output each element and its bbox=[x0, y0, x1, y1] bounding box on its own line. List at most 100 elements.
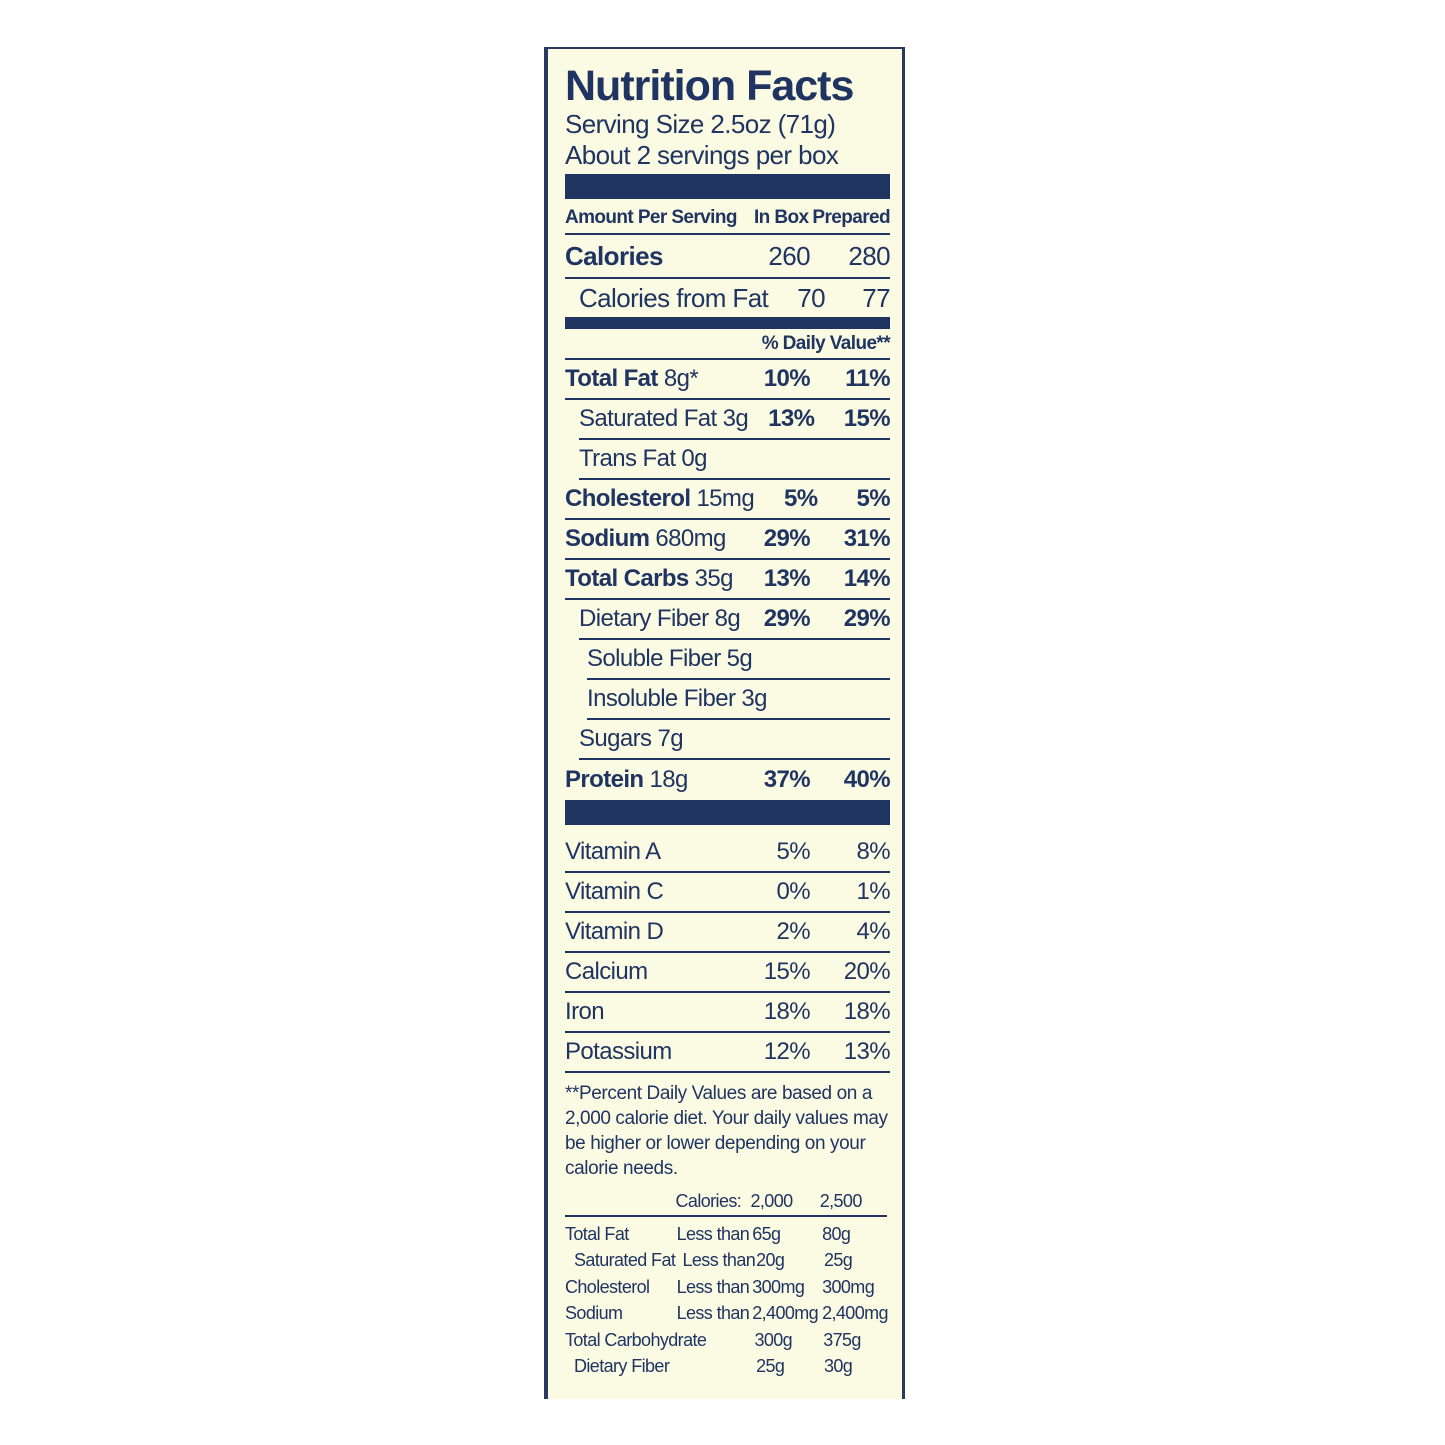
nutrient-name: Sugars bbox=[579, 725, 652, 752]
title: Nutrition Facts bbox=[565, 62, 854, 110]
dv-cell: 300mg bbox=[822, 1276, 875, 1297]
nutrient-amount: 0g bbox=[681, 445, 707, 472]
nutrient-amount: 18g bbox=[649, 766, 688, 793]
divider-bar bbox=[565, 800, 890, 825]
amount-header: Amount Per Serving In Box Prepared bbox=[565, 202, 891, 235]
serving-size: Serving Size 2.5oz (71g) bbox=[565, 109, 836, 139]
vitamin-in-box: 0% bbox=[776, 878, 811, 905]
dv-cell: 25g bbox=[756, 1356, 785, 1377]
vitamin-name: Vitamin A bbox=[565, 838, 661, 865]
vitamin-prepared: 1% bbox=[856, 878, 891, 905]
vitamin-in-box: 18% bbox=[763, 998, 811, 1025]
nutrient-prepared: 40% bbox=[843, 766, 891, 793]
nutrient-name: Protein bbox=[565, 766, 644, 793]
nutrient-in-box: 37% bbox=[763, 766, 811, 793]
servings-per-box: About 2 servings per box bbox=[565, 140, 839, 170]
nutrition-facts-panel: Nutrition Facts Serving Size 2.5oz (71g)… bbox=[544, 47, 905, 1399]
prepared-header: Prepared bbox=[812, 206, 890, 228]
calories-label: Calories bbox=[565, 240, 663, 271]
dv-cell: Less than bbox=[676, 1223, 750, 1244]
footnote: **Percent Daily Values are based on a 2,… bbox=[565, 1083, 888, 1179]
dv-header-cell: 2,500 bbox=[819, 1190, 863, 1211]
nutrient-prepared: 5% bbox=[856, 485, 891, 512]
nutrient-name: Sodium bbox=[565, 525, 650, 552]
nutrient-row: Cholesterol 15mg 5% 5% bbox=[565, 480, 891, 520]
in-box-header: In Box bbox=[753, 206, 809, 228]
calories-fat-label: Calories from Fat bbox=[579, 282, 769, 313]
dv-cell: Sodium bbox=[565, 1303, 623, 1324]
dv-header-cell: 2,000 bbox=[750, 1190, 794, 1211]
divider-bar bbox=[565, 174, 890, 199]
nutrient-amount: 8g bbox=[714, 605, 741, 632]
nutrient-row: Dietary Fiber 8g 29% 29% bbox=[579, 600, 891, 640]
nutrient-prepared: 14% bbox=[843, 565, 891, 592]
nutrient-row: Protein 18g 37% 40% bbox=[565, 760, 891, 800]
nutrient-row: Sodium 680mg 29% 31% bbox=[565, 520, 891, 560]
vitamin-prepared: 8% bbox=[856, 838, 891, 865]
vitamin-name: Iron bbox=[565, 998, 605, 1025]
vitamin-in-box: 15% bbox=[763, 958, 811, 985]
dv-cell: Less than bbox=[682, 1250, 756, 1271]
vitamin-in-box: 2% bbox=[776, 918, 811, 945]
dv-table-row: Total Fat Less than 65g 80g bbox=[565, 1221, 890, 1248]
nutrient-name: Cholesterol bbox=[565, 485, 691, 512]
daily-value-label: % Daily Value** bbox=[761, 332, 891, 354]
calories-row: Calories 260 280 bbox=[565, 235, 891, 279]
dv-table-row: Sodium Less than 2,400mg 2,400mg bbox=[565, 1301, 890, 1328]
nutrient-name: Dietary Fiber bbox=[579, 605, 709, 632]
nutrient-label: Soluble Fiber 5g bbox=[587, 645, 753, 673]
dv-cell: Dietary Fiber bbox=[574, 1356, 670, 1377]
vitamin-name: Vitamin C bbox=[565, 878, 664, 905]
nutrient-amount: 680mg bbox=[655, 525, 726, 552]
vitamin-row: Vitamin A 5% 8% bbox=[565, 833, 891, 873]
nutrient-row: Trans Fat 0g bbox=[579, 440, 890, 480]
dv-table-row: Dietary Fiber 25g 30g bbox=[565, 1354, 890, 1381]
vitamin-row: Potassium 12% 13% bbox=[565, 1033, 891, 1073]
calories-in-box: 260 bbox=[768, 240, 810, 271]
nutrient-name: Insoluble Fiber bbox=[587, 685, 736, 712]
nutrient-amount: 3g bbox=[741, 685, 767, 712]
nutrient-row: Soluble Fiber 5g bbox=[587, 640, 890, 680]
vitamin-prepared: 18% bbox=[843, 998, 891, 1025]
nutrient-label: Sodium 680mg bbox=[565, 525, 740, 553]
vitamin-name: Vitamin D bbox=[565, 918, 664, 945]
calories-fat-prepared: 77 bbox=[862, 282, 890, 313]
vitamin-row: Vitamin C 0% 1% bbox=[565, 873, 891, 913]
nutrient-amount: 7g bbox=[657, 725, 683, 752]
nutrient-in-box: 5% bbox=[784, 485, 818, 512]
nutrient-name: Trans Fat bbox=[579, 445, 676, 472]
nutrient-label: Total Fat 8g* bbox=[565, 365, 740, 393]
calories-fat-row: Calories from Fat 70 77 bbox=[565, 279, 891, 317]
dv-cell: 80g bbox=[822, 1223, 851, 1244]
nutrient-name: Total Fat bbox=[565, 365, 658, 392]
dv-table-row: Cholesterol Less than 300mg 300mg bbox=[565, 1274, 890, 1301]
daily-value-header: % Daily Value** bbox=[565, 329, 891, 360]
nutrient-label: Saturated Fat 3g bbox=[579, 405, 749, 433]
nutrient-row: Insoluble Fiber 3g bbox=[587, 680, 890, 720]
nutrient-label: Total Carbs 35g bbox=[565, 565, 740, 593]
amount-label: Amount Per Serving bbox=[565, 206, 737, 228]
vitamin-in-box: 5% bbox=[776, 838, 811, 865]
vitamin-name: Potassium bbox=[565, 1038, 672, 1065]
nutrient-label: Trans Fat 0g bbox=[579, 445, 740, 473]
nutrient-name: Soluble Fiber bbox=[587, 645, 721, 672]
nutrient-list: Total Fat 8g* 10% 11% Saturated Fat 3g 13% 15% T… bbox=[565, 360, 891, 800]
dv-cell: 375g bbox=[823, 1329, 861, 1350]
dv-cell: Total Carbohydrate bbox=[565, 1329, 707, 1350]
dv-cell: Total Fat bbox=[565, 1223, 629, 1244]
dv-cell: 20g bbox=[756, 1250, 785, 1271]
nutrient-name: Total Carbs bbox=[565, 565, 689, 592]
vitamin-list: Vitamin A 5% 8% Vitamin C 0% 1% Vitamin D 2% 4% C… bbox=[565, 833, 891, 1073]
nutrient-prepared: 11% bbox=[845, 365, 891, 392]
nutrient-label: Cholesterol 15mg bbox=[565, 485, 755, 513]
nutrient-in-box: 29% bbox=[763, 525, 811, 552]
calories-prepared: 280 bbox=[848, 240, 890, 271]
dv-cell: Saturated Fat bbox=[574, 1250, 676, 1271]
nutrient-row: Saturated Fat 3g 13% 15% bbox=[579, 400, 891, 440]
nutrient-label: Protein 18g bbox=[565, 766, 740, 794]
nutrient-in-box: 10% bbox=[763, 365, 811, 392]
daily-value-table: Calories: 2,000 2,500 Total Fat Less than… bbox=[565, 1187, 890, 1380]
dv-cell: 30g bbox=[823, 1356, 853, 1377]
vitamin-name: Calcium bbox=[565, 958, 648, 985]
vitamin-row: Calcium 15% 20% bbox=[565, 953, 891, 993]
